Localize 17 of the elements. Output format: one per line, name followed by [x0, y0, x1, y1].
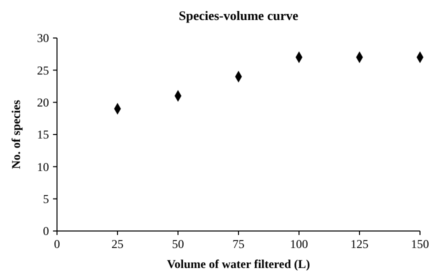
y-tick-label: 25 — [37, 63, 49, 78]
x-tick-label: 0 — [54, 237, 60, 251]
chart-title: Species-volume curve — [178, 8, 298, 23]
x-tick-label: 25 — [112, 237, 124, 251]
x-tick-label: 150 — [411, 237, 429, 251]
x-tick-label: 75 — [232, 237, 244, 251]
y-tick-label: 30 — [37, 31, 49, 46]
y-tick-label: 10 — [37, 160, 49, 174]
y-tick-label: 0 — [43, 224, 49, 238]
y-tick-label: 5 — [43, 192, 49, 206]
y-axis-title: No. of species — [9, 100, 23, 169]
y-tick-label: 20 — [37, 96, 49, 110]
x-axis-title: Volume of water filtered (L) — [166, 257, 310, 271]
x-tick-label: 100 — [290, 237, 308, 251]
y-tick-label: 15 — [37, 128, 49, 142]
x-tick-label: 125 — [350, 237, 368, 251]
x-tick-label: 50 — [172, 237, 184, 251]
